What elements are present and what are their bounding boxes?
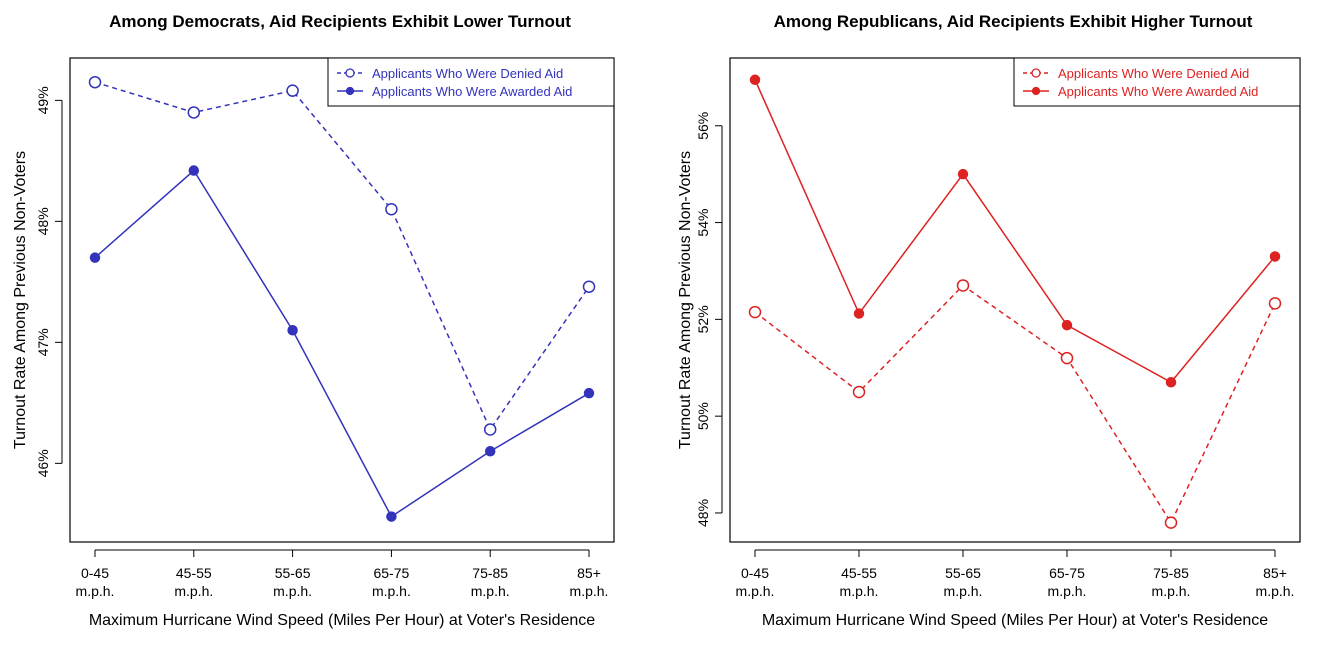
series-line-awarded [94,169,590,518]
x-tick-label: 55-65 [275,565,311,581]
x-tick-label: 85+ [577,565,601,581]
data-point-awarded [484,446,496,457]
x-tick-label: 65-75 [1049,565,1085,581]
legend-label: Applicants Who Were Denied Aid [1058,66,1249,81]
y-tick-label: 48% [695,499,711,527]
x-axis-label: Maximum Hurricane Wind Speed (Miles Per … [89,612,595,629]
x-tick-label: 65-75 [373,565,409,581]
legend-label: Applicants Who Were Awarded Aid [372,84,572,99]
y-tick-label: 56% [695,112,711,140]
x-tick-label-unit: m.p.h. [76,583,115,599]
chart-title: Among Republicans, Aid Recipients Exhibi… [774,12,1253,31]
y-tick-label: 48% [35,207,51,235]
x-tick-label-unit: m.p.h. [1256,583,1295,599]
x-tick-label: 75-85 [472,565,508,581]
legend-label: Applicants Who Were Awarded Aid [1058,84,1258,99]
legend-label: Applicants Who Were Denied Aid [372,66,563,81]
x-tick-label: 85+ [1263,565,1287,581]
y-tick-label: 50% [695,402,711,430]
y-tick-label: 47% [35,328,51,356]
data-point-awarded [749,74,761,86]
data-point-denied [956,279,970,292]
x-tick-label-unit: m.p.h. [471,583,510,599]
data-point-awarded [1061,319,1073,331]
legend: Applicants Who Were Denied Aid Applicants… [327,57,615,107]
legend-box [327,57,615,107]
x-tick-label-unit: m.p.h. [1152,583,1191,599]
x-tick-label: 55-65 [945,565,981,581]
chart-panel-1: Among Democrats, Aid Recipients Exhibit … [12,12,615,629]
legend-marker [345,86,355,96]
data-point-denied [1164,516,1178,529]
data-point-denied [582,280,596,293]
x-tick-label-unit: m.p.h. [273,583,312,599]
data-point-denied [1268,297,1282,310]
plot-frame [729,57,1301,543]
x-tick-label-unit: m.p.h. [372,583,411,599]
chart-panel-2: Among Republicans, Aid Recipients Exhibi… [677,12,1301,629]
data-point-denied [286,84,299,97]
x-tick-label: 0-45 [81,565,109,581]
legend-marker [345,68,355,78]
y-tick-label: 46% [35,449,51,477]
legend-marker [1031,68,1041,78]
x-tick-label-unit: m.p.h. [174,583,213,599]
y-tick-label: 49% [35,86,51,114]
data-point-awarded [188,165,200,176]
x-tick-label-unit: m.p.h. [840,583,879,599]
series-line-denied [94,81,590,431]
y-axis-label: Turnout Rate Among Previous Non-Voters [677,151,694,449]
x-tick-label: 45-55 [176,565,212,581]
data-point-awarded [957,168,969,180]
y-axis-label: Turnout Rate Among Previous Non-Voters [12,151,29,449]
x-tick-label: 45-55 [841,565,877,581]
x-axis-label: Maximum Hurricane Wind Speed (Miles Per … [762,612,1268,629]
data-point-awarded [287,325,298,336]
x-tick-label-unit: m.p.h. [1048,583,1087,599]
data-point-denied [1060,351,1074,365]
plot-frame [69,57,615,543]
data-point-denied [483,423,497,436]
y-tick-label: 54% [695,209,711,237]
data-point-denied [187,106,201,119]
series-line-denied [754,284,1276,525]
data-point-denied [88,75,102,89]
series-line-awarded [754,79,1276,384]
x-tick-label: 75-85 [1153,565,1189,581]
x-tick-label-unit: m.p.h. [736,583,775,599]
data-point-denied [852,385,866,399]
data-point-awarded [386,511,397,522]
data-point-awarded [89,252,101,263]
legend-marker [1031,86,1041,96]
data-point-awarded [583,387,595,399]
y-tick-label: 52% [695,305,711,333]
x-tick-label-unit: m.p.h. [944,583,983,599]
data-point-awarded [1269,251,1281,262]
data-point-denied [748,305,762,319]
x-tick-label: 0-45 [741,565,769,581]
chart-title: Among Democrats, Aid Recipients Exhibit … [109,12,571,31]
data-point-denied [385,203,398,216]
x-tick-label-unit: m.p.h. [570,583,609,599]
legend-box [1013,57,1301,107]
data-point-awarded [853,308,865,319]
data-point-awarded [1165,377,1177,388]
legend: Applicants Who Were Denied Aid Applicants… [1013,57,1301,107]
